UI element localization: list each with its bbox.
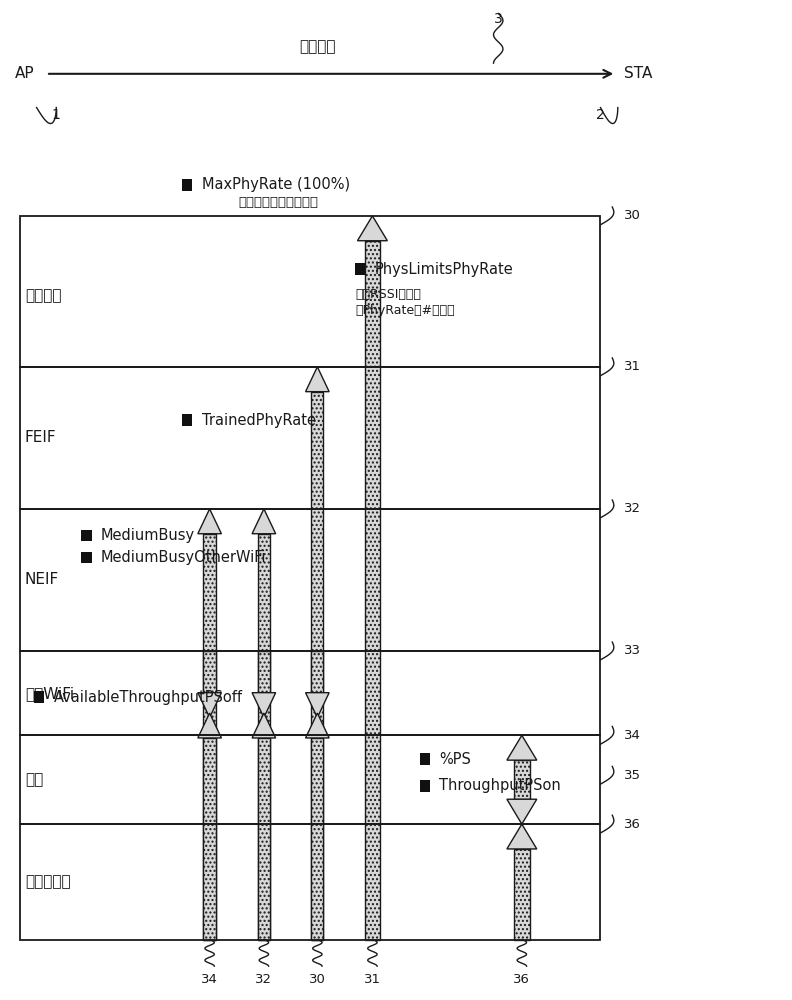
Polygon shape: [507, 824, 537, 849]
Polygon shape: [507, 735, 537, 760]
Bar: [514, 760, 530, 799]
Text: 的PhyRate，#空间流: 的PhyRate，#空间流: [355, 304, 455, 317]
Bar: [257, 534, 270, 940]
Text: 3: 3: [494, 12, 503, 26]
Bar: [311, 738, 323, 940]
Text: NEIF: NEIF: [25, 572, 59, 587]
Text: %PS: %PS: [440, 752, 471, 767]
Polygon shape: [252, 509, 276, 534]
Text: MediumBusyOtherWiFi: MediumBusyOtherWiFi: [101, 550, 267, 565]
Polygon shape: [252, 713, 276, 738]
Bar: [257, 738, 270, 940]
Text: 单向链路: 单向链路: [299, 39, 336, 54]
Text: PhysLimitsPhyRate: PhysLimitsPhyRate: [375, 262, 513, 277]
Text: ThroughputPSon: ThroughputPSon: [440, 778, 561, 793]
Bar: [20, 367, 600, 509]
Text: 1: 1: [51, 108, 61, 122]
Polygon shape: [306, 713, 329, 738]
Bar: [20, 735, 600, 824]
Text: 36: 36: [624, 818, 641, 831]
Text: TrainedPhyRate: TrainedPhyRate: [202, 413, 316, 428]
Text: 共享WiFi: 共享WiFi: [25, 686, 74, 701]
Bar: [420, 753, 430, 765]
Text: AvailableThroughputPSoff: AvailableThroughputPSoff: [54, 690, 243, 705]
Polygon shape: [198, 713, 222, 738]
Polygon shape: [198, 509, 222, 534]
Bar: [20, 509, 600, 651]
Bar: [182, 414, 192, 426]
Bar: [204, 738, 215, 940]
Text: 30: 30: [624, 209, 641, 222]
Bar: [364, 241, 380, 940]
Text: 34: 34: [201, 973, 218, 986]
Bar: [420, 780, 430, 792]
Text: 36: 36: [513, 973, 531, 986]
Bar: [204, 534, 215, 940]
Bar: [20, 216, 600, 367]
Bar: [355, 263, 365, 275]
Bar: [20, 824, 600, 940]
Polygon shape: [357, 216, 387, 241]
Text: 34: 34: [624, 729, 641, 742]
Bar: [34, 691, 44, 703]
Text: 31: 31: [624, 360, 641, 373]
Text: 32: 32: [255, 973, 272, 986]
Bar: [82, 530, 92, 541]
Bar: [257, 651, 270, 693]
Polygon shape: [306, 693, 329, 718]
Bar: [514, 849, 530, 940]
Text: MediumBusy: MediumBusy: [101, 528, 195, 543]
Text: STA: STA: [624, 66, 653, 81]
Polygon shape: [507, 799, 537, 824]
Bar: [20, 651, 600, 735]
Text: 睡眠: 睡眠: [25, 772, 43, 787]
Bar: [311, 651, 323, 693]
Polygon shape: [306, 367, 329, 392]
Polygon shape: [252, 693, 276, 718]
Text: MaxPhyRate (100%): MaxPhyRate (100%): [202, 177, 350, 192]
Polygon shape: [198, 693, 222, 718]
Text: AP: AP: [14, 66, 34, 81]
Text: 31: 31: [364, 973, 381, 986]
Bar: [204, 651, 215, 693]
Text: 32: 32: [624, 502, 641, 515]
Text: 2: 2: [596, 108, 605, 122]
Text: 你得到的！: 你得到的！: [25, 874, 70, 889]
Text: FEIF: FEIF: [25, 430, 56, 445]
Text: 根据RSSI所期望: 根据RSSI所期望: [355, 288, 421, 301]
Text: 物理现象: 物理现象: [25, 288, 61, 303]
Bar: [182, 179, 192, 191]
Text: 最大可实现的链路速度: 最大可实现的链路速度: [238, 196, 318, 209]
Bar: [82, 552, 92, 563]
Text: 33: 33: [624, 644, 641, 657]
Text: 35: 35: [624, 769, 641, 782]
Text: 30: 30: [309, 973, 326, 986]
Bar: [311, 392, 323, 940]
